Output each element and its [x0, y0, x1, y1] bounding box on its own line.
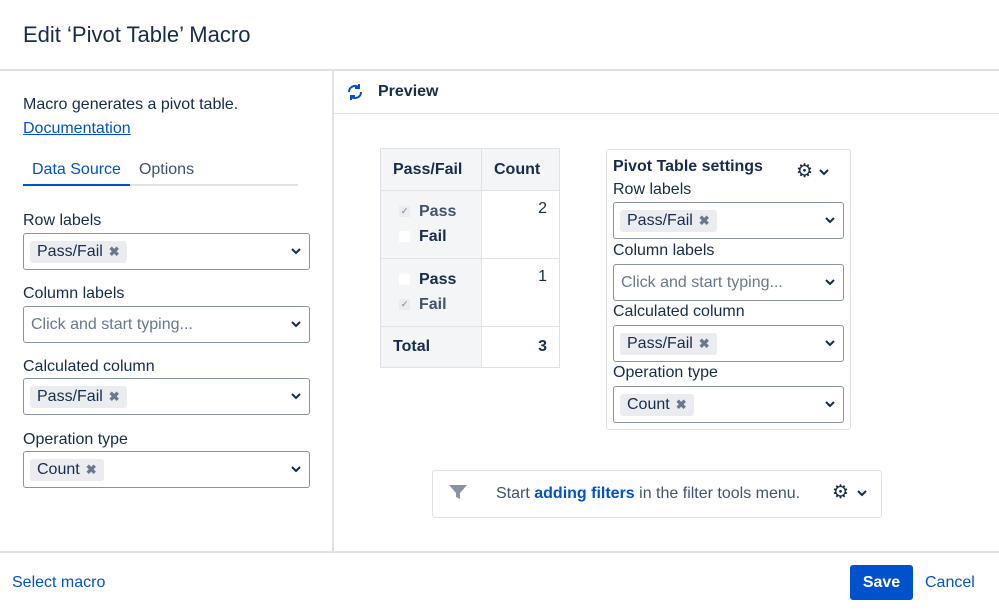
save-button[interactable]: Save [850, 565, 913, 600]
chip-label: Pass/Fail [37, 242, 103, 260]
chevron-down-icon [825, 279, 835, 286]
row-labels-select[interactable]: Pass/Fail ✖ [23, 233, 310, 270]
remove-icon[interactable]: ✖ [108, 243, 120, 259]
remove-icon[interactable]: ✖ [698, 335, 710, 351]
tab-options[interactable]: Options [138, 161, 195, 178]
calculated-column-label: Calculated column [23, 358, 155, 375]
preview-divider [334, 113, 999, 114]
chip-label: Pass/Fail [37, 387, 103, 405]
checkbox-checked: ✓ [399, 206, 410, 217]
calculated-column-select[interactable]: Pass/Fail ✖ [23, 378, 310, 415]
operation-type-select[interactable]: Count ✖ [613, 386, 844, 423]
chevron-down-icon [825, 217, 835, 224]
gear-icon: ⚙ [832, 482, 850, 503]
header-pass-fail: Pass/Fail [380, 148, 482, 191]
chip-label: Count [37, 460, 80, 478]
row-labels-select[interactable]: Pass/Fail ✖ [613, 202, 844, 239]
cancel-button[interactable]: Cancel [925, 574, 975, 591]
chip-label: Count [627, 395, 670, 413]
remove-icon[interactable]: ✖ [698, 212, 710, 228]
documentation-link[interactable]: Documentation [23, 120, 131, 137]
adding-filters-link[interactable]: adding filters [534, 485, 635, 502]
chevron-down-icon [291, 248, 301, 255]
table-row: Pass ✓ Fail 1 [380, 258, 560, 327]
row-labels-label: Row labels [613, 181, 692, 198]
select-macro-link[interactable]: Select macro [12, 574, 106, 591]
checkbox-unchecked [399, 274, 410, 285]
remove-icon[interactable]: ✖ [675, 396, 687, 412]
row-item: Pass [419, 202, 457, 220]
macro-description: Macro generates a pivot table. [23, 96, 239, 113]
tab-data-source[interactable]: Data Source [23, 158, 130, 186]
selected-chip: Pass/Fail ✖ [620, 332, 717, 355]
refresh-icon[interactable] [346, 83, 364, 101]
count-cell: 1 [481, 258, 560, 327]
chevron-down-icon [819, 169, 829, 176]
placeholder: Click and start typing... [621, 273, 783, 291]
settings-title: Pivot Table settings [613, 158, 763, 175]
placeholder: Click and start typing... [31, 315, 193, 333]
preview-label: Preview [378, 83, 439, 100]
checkbox-unchecked [399, 231, 410, 242]
total-label: Total [380, 326, 482, 368]
header-divider [0, 69, 999, 71]
operation-type-select[interactable]: Count ✖ [23, 451, 310, 488]
selected-chip: Count ✖ [30, 458, 104, 481]
calculated-column-label: Calculated column [613, 303, 745, 320]
filter-tools-button[interactable]: ⚙ [832, 482, 867, 503]
settings-menu-button[interactable]: ⚙ [796, 161, 829, 182]
dialog-title: Edit ‘Pivot Table’ Macro [23, 22, 251, 47]
row-labels-label: Row labels [23, 212, 102, 229]
pivot-settings-panel [606, 149, 851, 430]
calculated-column-select[interactable]: Pass/Fail ✖ [613, 325, 844, 362]
gear-icon: ⚙ [796, 161, 814, 182]
remove-icon[interactable]: ✖ [108, 388, 120, 404]
chevron-down-icon [291, 466, 301, 473]
column-labels-label: Column labels [23, 285, 125, 302]
header-count: Count [481, 148, 560, 191]
remove-icon[interactable]: ✖ [85, 461, 97, 477]
checkbox-checked: ✓ [399, 299, 410, 310]
filter-message: Start adding filters in the filter tools… [496, 485, 800, 503]
filter-bar [432, 470, 882, 518]
operation-type-label: Operation type [23, 431, 128, 448]
row-item: Fail [419, 227, 447, 245]
chevron-down-icon [857, 490, 867, 497]
filter-text-pre: Start [496, 485, 530, 502]
chevron-down-icon [825, 401, 835, 408]
total-value: 3 [481, 326, 560, 368]
row-item: Fail [419, 295, 447, 313]
column-labels-label: Column labels [613, 242, 715, 259]
chevron-down-icon [291, 321, 301, 328]
selected-chip: Count ✖ [620, 393, 694, 416]
table-row: ✓ Pass Fail 2 [380, 190, 560, 259]
selected-chip: Pass/Fail ✖ [30, 240, 127, 263]
chevron-down-icon [825, 340, 835, 347]
pivot-table: Pass/Fail Count ✓ Pass Fail 2 Pass ✓ Fail 1… [380, 148, 560, 368]
filter-text-post: in the filter tools menu. [639, 485, 801, 502]
panel-divider [332, 71, 334, 552]
row-item: Pass [419, 270, 457, 288]
column-labels-select[interactable]: Click and start typing... [23, 306, 310, 343]
chip-label: Pass/Fail [627, 334, 693, 352]
footer-divider [0, 551, 999, 553]
column-labels-select[interactable]: Click and start typing... [613, 264, 844, 301]
count-cell: 2 [481, 190, 560, 259]
operation-type-label: Operation type [613, 364, 718, 381]
selected-chip: Pass/Fail ✖ [30, 385, 127, 408]
filter-icon [449, 485, 467, 499]
total-row: Total 3 [380, 326, 560, 368]
tab-bar: Data Source Options [23, 158, 298, 186]
chip-label: Pass/Fail [627, 211, 693, 229]
selected-chip: Pass/Fail ✖ [620, 209, 717, 232]
chevron-down-icon [291, 393, 301, 400]
